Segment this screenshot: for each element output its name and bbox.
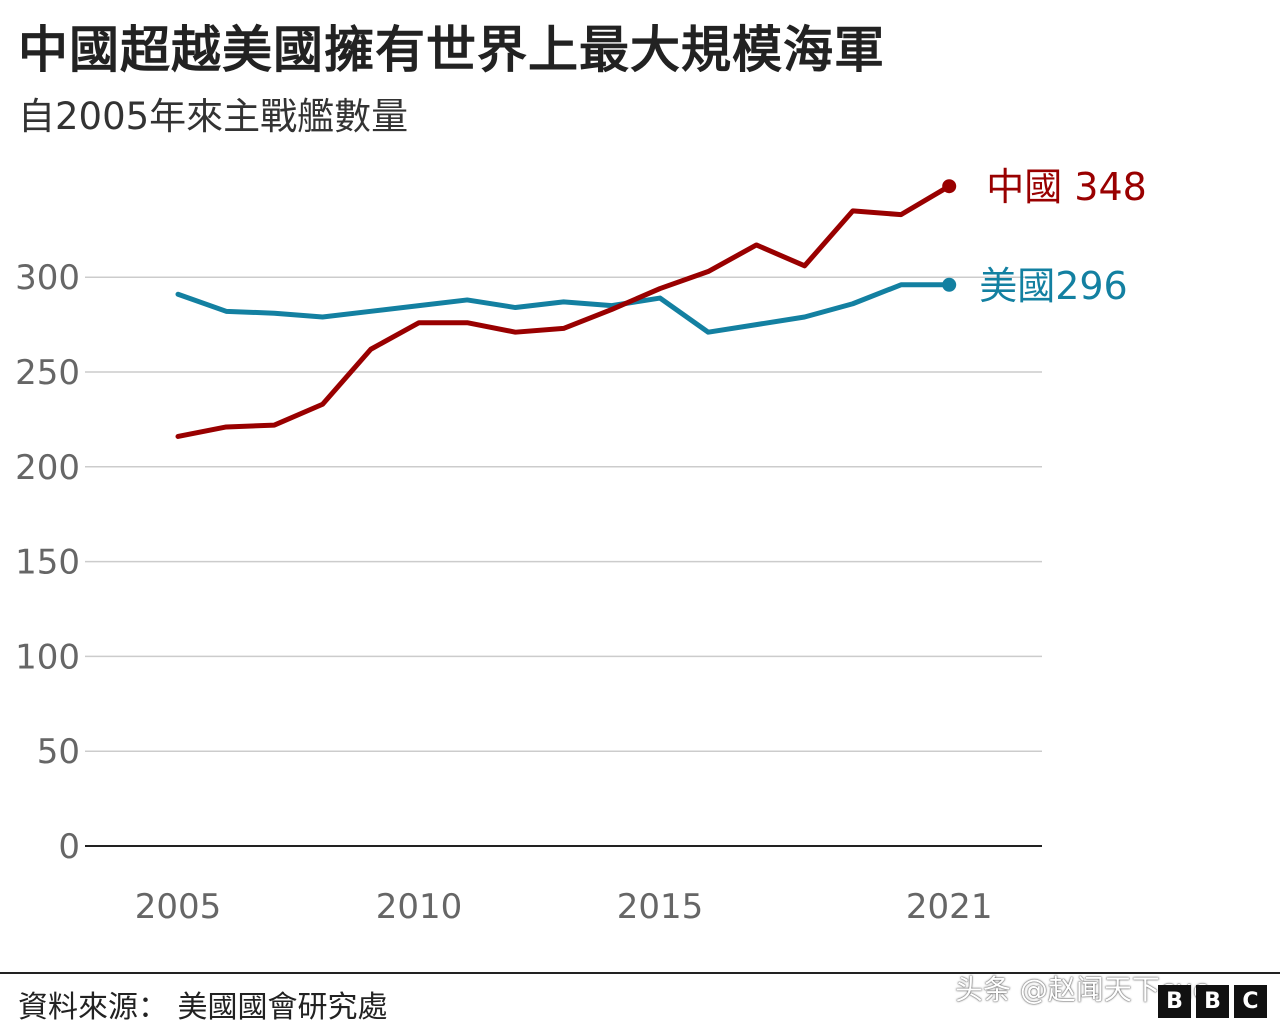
source-note: 資料來源： 美國國會研究處 xyxy=(18,990,388,1025)
y-tick-label: 300 xyxy=(15,258,80,298)
line-chart: 0 50 100 150 200 250 300 2005 2010 2015 2021 美國29… xyxy=(15,165,1147,927)
series-line-usa xyxy=(175,282,952,335)
chart-title: 中國超越美國擁有世界上最大規模海軍 xyxy=(18,21,885,79)
y-tick-label: 200 xyxy=(15,448,80,488)
x-tick-label: 2021 xyxy=(906,887,993,927)
grid-lines xyxy=(85,276,1042,847)
y-tick-label: 250 xyxy=(15,353,80,393)
x-tick-label: 2005 xyxy=(135,887,222,927)
logo-letter: C xyxy=(1234,985,1267,1018)
x-tick-label: 2015 xyxy=(617,887,704,927)
series-lines xyxy=(175,179,957,439)
logo-letter: B xyxy=(1196,985,1229,1018)
y-tick-label: 50 xyxy=(37,732,80,772)
series-end-label-china: 中國 348 xyxy=(986,165,1147,209)
chart-subtitle: 自2005年來主戰艦數量 xyxy=(18,95,409,138)
logo-letter: B xyxy=(1158,985,1191,1018)
series-end-point-china xyxy=(942,179,957,194)
series-end-labels: 美國296 中國 348 xyxy=(979,165,1147,308)
y-tick-label: 150 xyxy=(15,543,80,583)
footer-divider xyxy=(0,972,1280,974)
x-axis-ticks: 2005 2010 2015 2021 xyxy=(135,887,993,927)
series-line-china xyxy=(175,183,952,439)
y-tick-label: 0 xyxy=(58,827,80,867)
series-end-label-usa: 美國296 xyxy=(979,264,1128,308)
y-tick-label: 100 xyxy=(15,637,80,677)
series-end-point-usa xyxy=(942,277,957,292)
x-tick-label: 2010 xyxy=(376,887,463,927)
y-axis-ticks: 0 50 100 150 200 250 300 xyxy=(15,258,80,867)
bbc-logo: B B C xyxy=(1158,985,1267,1018)
